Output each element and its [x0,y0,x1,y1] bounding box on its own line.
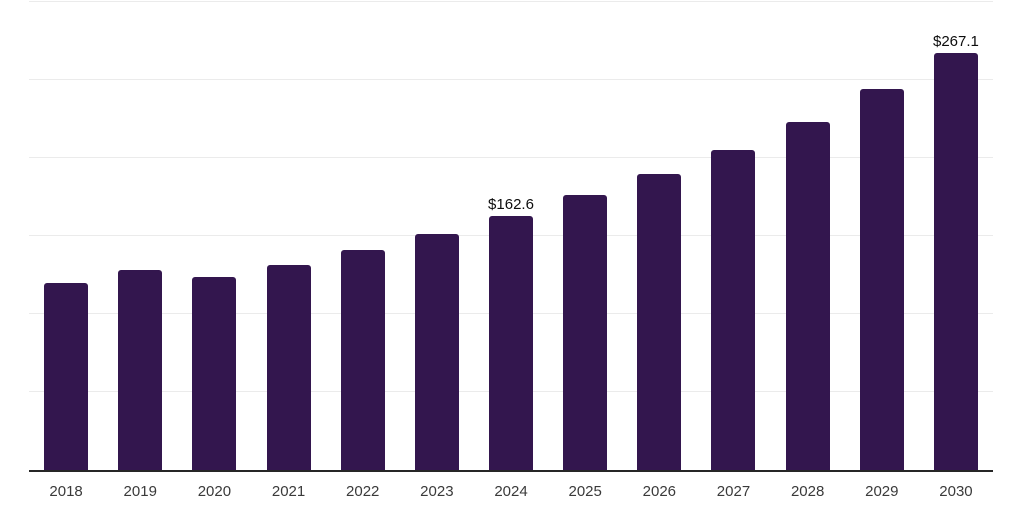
x-axis-label: 2030 [939,483,973,500]
x-axis-line [29,470,993,472]
bar [637,173,682,470]
x-axis-label: 2023 [420,483,454,500]
bar [266,264,311,470]
bar: $162.6 [488,197,534,470]
bar [192,276,237,470]
bar [118,269,163,470]
bar [859,88,904,470]
x-axis-label: 2021 [271,483,306,500]
x-axis: 2018 2019 2020 2021 2022 2023 2024 2025 2026 2027… [29,484,993,499]
x-axis-label: 2027 [716,483,751,500]
bar [340,249,385,470]
x-axis-label: 2025 [568,483,602,500]
bar [44,282,89,470]
bar [563,195,608,470]
plot-area: $162.6 $267.1 [29,1,993,472]
gridline [29,157,993,159]
x-axis-label: 2024 [494,483,528,500]
bar-value-label: $162.6 [488,196,534,214]
bar [414,233,459,470]
gridline [29,79,993,80]
x-axis-label: 2018 [49,483,83,500]
x-axis-label: 2026 [642,483,677,500]
x-axis-label: 2020 [197,483,232,500]
bar-value-label: $267.1 [932,33,979,51]
bar [711,149,756,470]
bar [785,121,830,470]
x-axis-label: 2022 [346,483,380,500]
bar: $267.1 [933,34,979,470]
x-axis-label: 2028 [790,483,825,500]
x-axis-label: 2029 [865,483,899,500]
gridline [29,1,993,2]
x-axis-label: 2019 [123,483,157,500]
